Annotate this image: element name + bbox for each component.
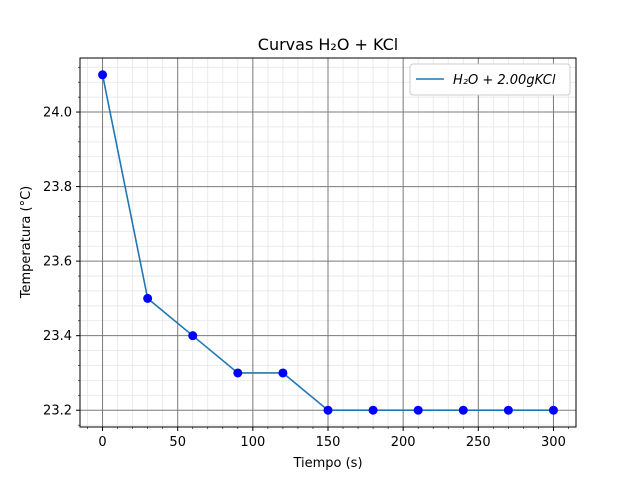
data-point <box>413 405 423 415</box>
x-axis-label: Tiempo (s) <box>292 456 362 471</box>
data-point <box>368 405 378 415</box>
axis-ticks: 0 50 100 150 200 250 300 23.2 23.4 23.6 23.8 24.0 <box>43 67 569 450</box>
x-tick-label: 150 <box>316 435 341 450</box>
x-tick-label: 200 <box>391 435 416 450</box>
legend: H₂O + 2.00gKCl <box>409 63 571 96</box>
y-axis-label: Temperatura (°C) <box>19 186 34 299</box>
data-point <box>548 405 558 415</box>
legend-entry-label: H₂O + 2.00gKCl <box>453 73 556 88</box>
y-tick-label: 24.0 <box>43 106 72 121</box>
x-tick-label: 0 <box>98 435 106 450</box>
y-tick-label: 23.8 <box>43 180 72 195</box>
grid <box>80 58 576 427</box>
x-tick-label: 300 <box>541 435 566 450</box>
data-point <box>188 331 198 341</box>
data-point <box>143 293 153 303</box>
y-tick-label: 23.6 <box>43 255 72 270</box>
x-tick-label: 50 <box>169 435 186 450</box>
data-point <box>503 405 513 415</box>
x-tick-label: 100 <box>240 435 265 450</box>
y-tick-label: 23.2 <box>43 404 72 419</box>
data-point <box>323 405 333 415</box>
data-point <box>98 70 108 80</box>
chart-title: Curvas H₂O + KCl <box>258 35 398 54</box>
data-point <box>233 368 243 378</box>
x-tick-label: 250 <box>466 435 491 450</box>
legend-box <box>409 63 571 96</box>
y-tick-label: 23.4 <box>43 329 72 344</box>
data-point <box>278 368 288 378</box>
data-point <box>458 405 468 415</box>
series-area <box>98 70 558 415</box>
